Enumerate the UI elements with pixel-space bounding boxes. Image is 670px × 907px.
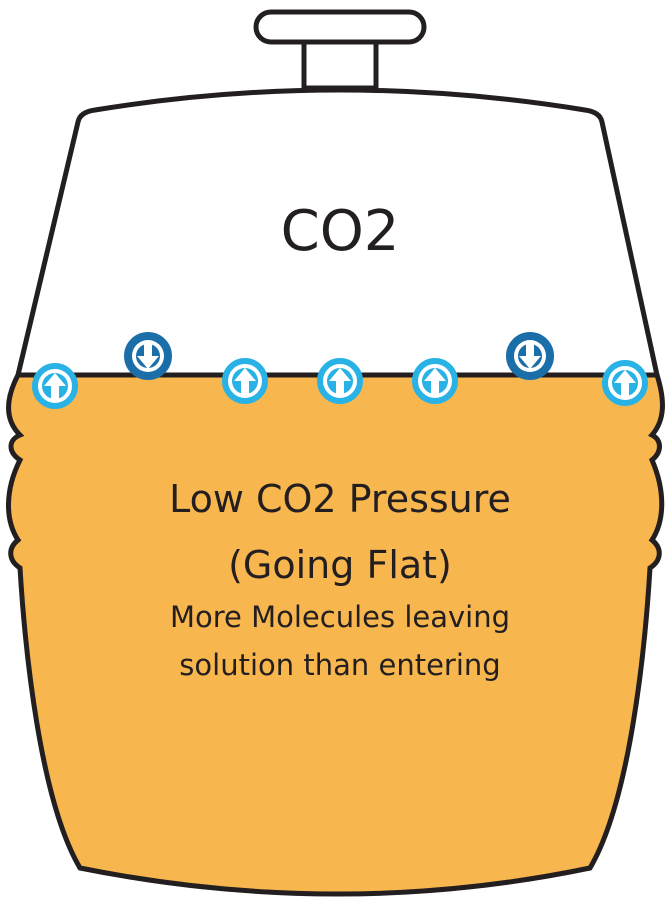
molecule-entering — [124, 332, 172, 380]
molecule-leaving — [35, 366, 75, 406]
head-space — [14, 87, 661, 378]
molecule-leaving — [320, 361, 360, 401]
liquid-title: Low CO2 Pressure — [169, 477, 511, 521]
molecule-leaving — [605, 363, 645, 403]
liquid-caption: solution than entering — [179, 648, 500, 682]
molecule-leaving — [225, 361, 265, 401]
head-label: CO2 — [281, 199, 400, 264]
liquid — [6, 372, 665, 897]
liquid-caption: More Molecules leaving — [170, 600, 510, 634]
liquid-title: (Going Flat) — [228, 543, 452, 587]
neck — [301, 39, 379, 91]
molecule-leaving — [415, 361, 455, 401]
molecule-entering — [506, 332, 554, 380]
handle — [253, 9, 427, 45]
